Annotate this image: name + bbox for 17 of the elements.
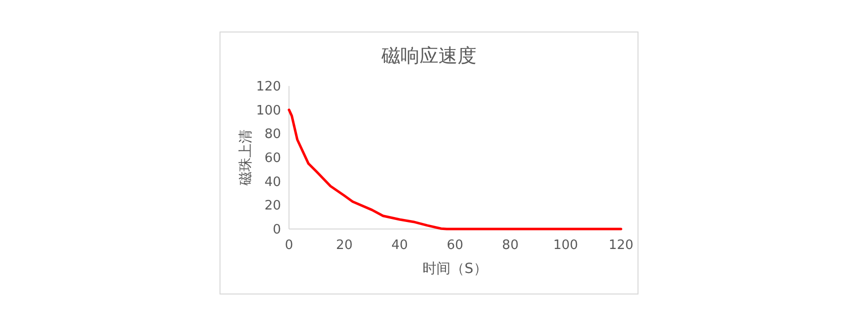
y-axis-title: 磁珠上清 xyxy=(238,130,254,186)
x-tick-label: 40 xyxy=(391,238,408,253)
x-tick-label: 0 xyxy=(284,238,294,253)
y-tick-label: 120 xyxy=(256,80,281,94)
x-tick-label: 120 xyxy=(608,238,634,253)
y-tick-label: 100 xyxy=(256,103,281,118)
x-tick-label: 80 xyxy=(502,238,519,253)
x-tick-label: 100 xyxy=(553,238,578,253)
y-tick-label: 40 xyxy=(264,174,281,190)
chart-title: 磁响应速度 xyxy=(380,45,476,67)
y-tick-label: 0 xyxy=(272,222,281,238)
x-tick-label: 20 xyxy=(336,238,353,253)
x-axis-title: 时间（S） xyxy=(422,261,488,277)
x-tick-label: 60 xyxy=(446,238,464,253)
y-tick-label: 60 xyxy=(264,151,281,166)
y-tick-label: 80 xyxy=(264,127,281,142)
y-tick-label: 20 xyxy=(264,198,281,214)
